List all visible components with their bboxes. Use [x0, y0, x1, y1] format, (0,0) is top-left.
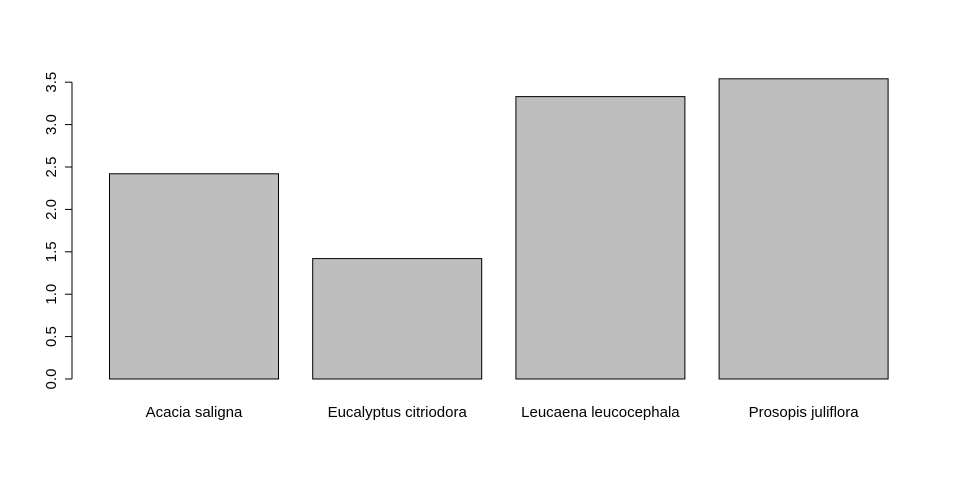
bar: [718, 78, 889, 380]
y-tick-label: 0.0: [43, 369, 60, 390]
bar: [515, 96, 686, 380]
y-axis: 0.0 0.5 1.0 1.5 2.0 2.5 3.0 3.5: [43, 72, 73, 390]
category-label: Prosopis juliflora: [749, 404, 860, 421]
y-tick-label: 3.5: [43, 72, 60, 93]
category-label: Eucalyptus citriodora: [328, 404, 468, 421]
y-tick-label: 3.0: [43, 114, 60, 135]
bar: [109, 173, 279, 380]
bar: [312, 258, 483, 380]
bars-group: [109, 78, 889, 380]
category-label: Acacia saligna: [146, 404, 243, 421]
y-tick-label: 0.5: [43, 326, 60, 347]
category-labels: Acacia saligna Eucalyptus citriodora Leuca…: [146, 404, 860, 421]
y-tick-label: 1.5: [43, 241, 60, 262]
y-tick-label: 2.0: [43, 199, 60, 220]
category-label: Leucaena leucocephala: [521, 404, 680, 421]
y-tick-label: 1.0: [43, 284, 60, 305]
y-tick-label: 2.5: [43, 157, 60, 178]
